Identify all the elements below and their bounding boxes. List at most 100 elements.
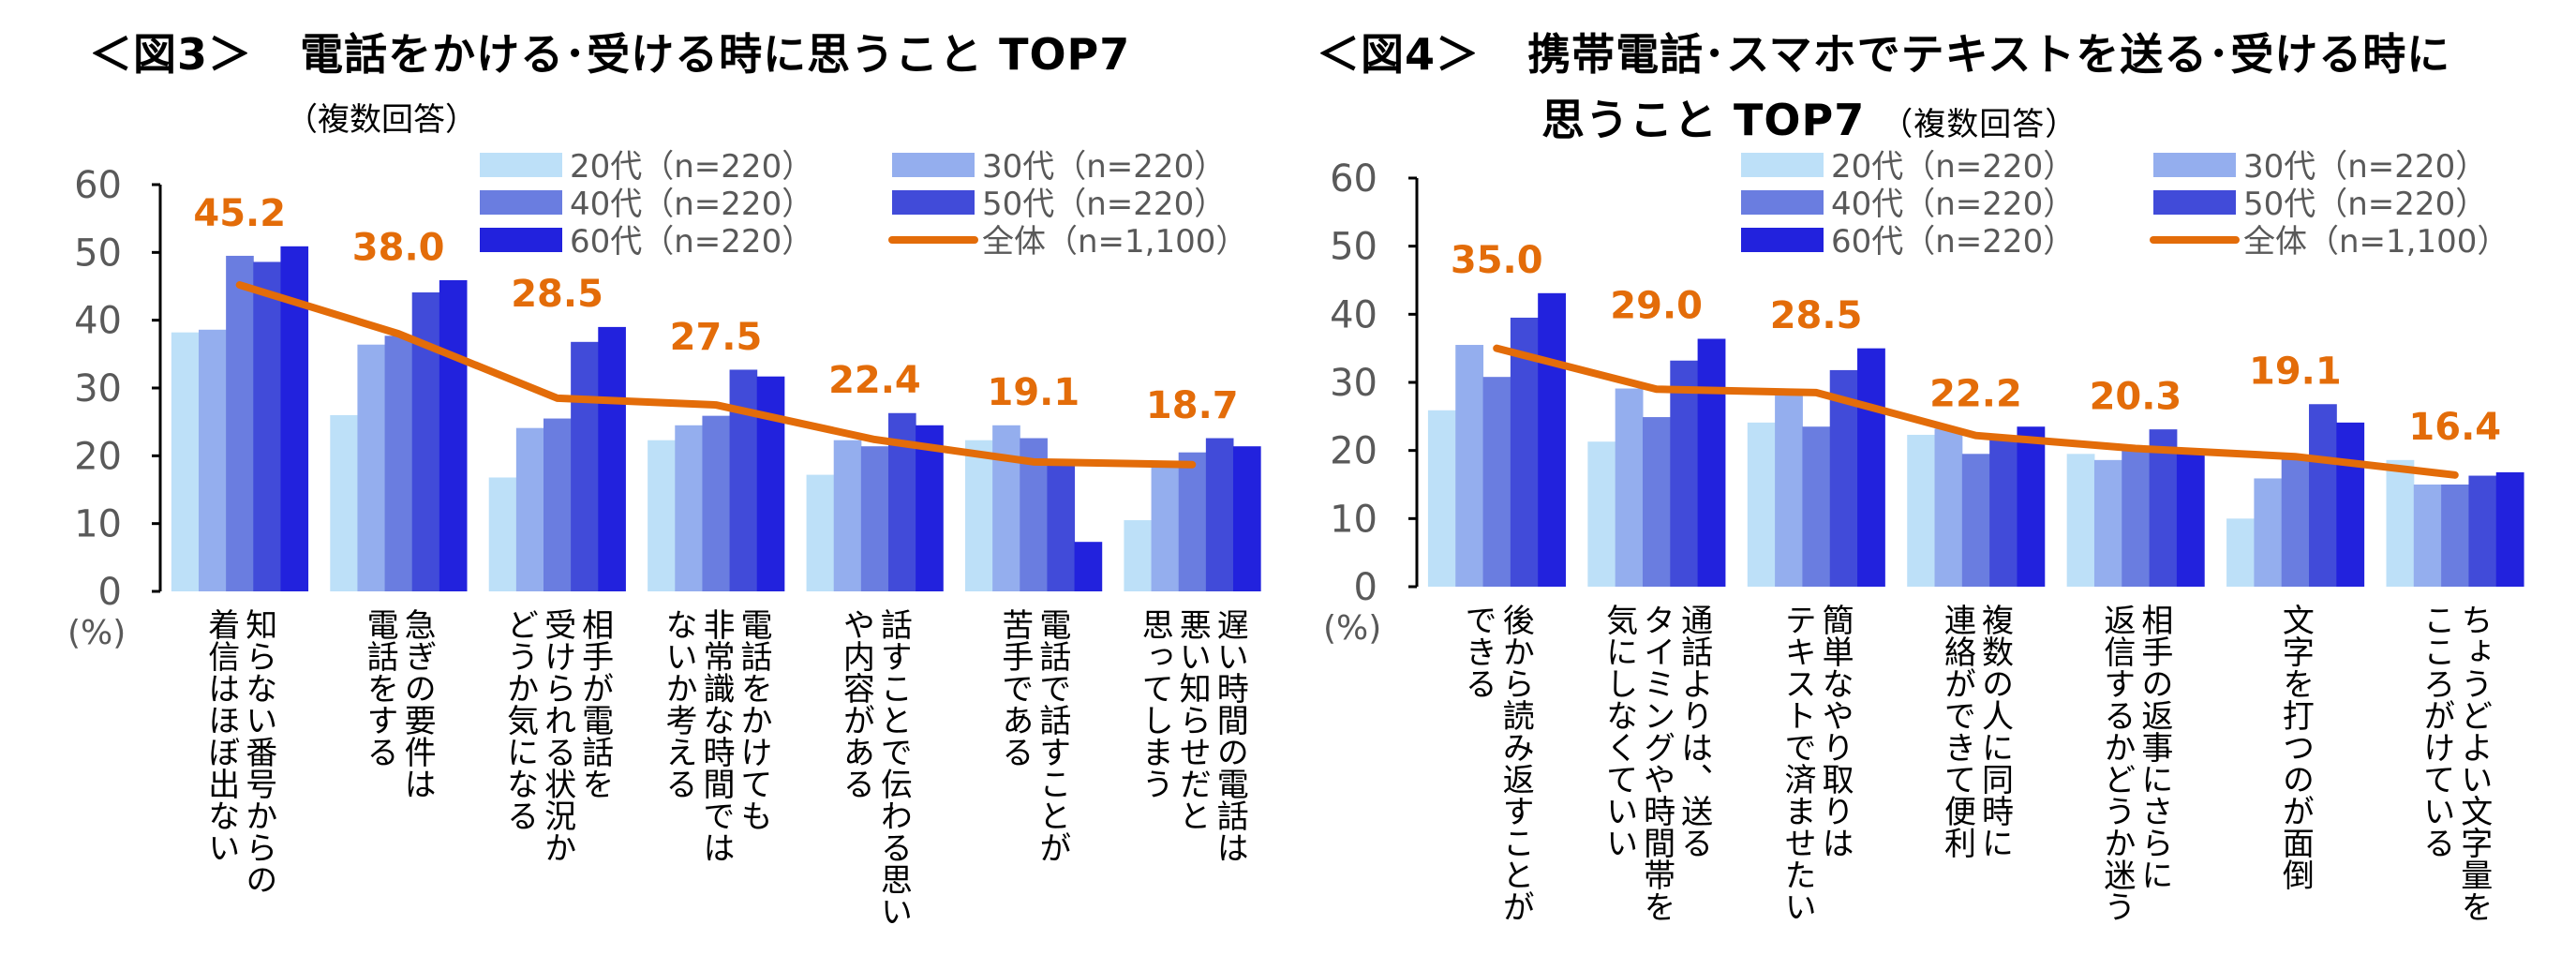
category-label-line: 複数の人に同時に bbox=[1975, 604, 2014, 858]
chart4-bar-30s bbox=[1455, 345, 1484, 587]
chart4-legend-label: 50代（n=220） bbox=[2243, 186, 2487, 223]
chart3-category-label: 話すことで伝わる思い や内容がある bbox=[837, 608, 912, 927]
chart3-bar-60s bbox=[439, 279, 468, 591]
chart4-category-label: 通話よりは、送る タイミングや時間帯を 気にしなくていい bbox=[1601, 604, 1713, 922]
chart3-category-label: 相手が電話を 受けられる状況か どうか気になる bbox=[501, 608, 614, 863]
chart3-y-tick-label: 10 bbox=[74, 503, 122, 546]
chart4-bar-50s bbox=[1670, 360, 1699, 587]
chart3-title-number: ＜図3＞ bbox=[89, 29, 253, 80]
category-label-line: 返信するかどうか迷う bbox=[2097, 604, 2136, 922]
chart3-legend-label: 60代（n=220） bbox=[570, 223, 813, 261]
chart4-legend-swatch bbox=[1741, 153, 1824, 177]
chart3-legend-label: 40代（n=220） bbox=[570, 186, 813, 223]
category-label-line: 受けられる状況か bbox=[538, 608, 576, 863]
chart4-total-data-label: 28.5 bbox=[1770, 294, 1863, 337]
category-label-line: 知らない番号からの bbox=[239, 608, 277, 895]
chart3-bar-40s bbox=[1178, 452, 1207, 591]
chart4-bar-40s bbox=[1482, 377, 1511, 587]
chart3-bar-20s bbox=[806, 474, 835, 591]
chart3-bar-20s bbox=[1124, 520, 1153, 591]
chart4-title-text: 携帯電話･スマホでテキストを送る･受ける時に bbox=[1527, 29, 2451, 80]
category-label-line: できる bbox=[1459, 604, 1497, 699]
chart4-bar-30s bbox=[1615, 388, 1644, 587]
chart4-bar-60s bbox=[2336, 422, 2365, 587]
chart4-legend-label: 40代（n=220） bbox=[1831, 186, 2075, 223]
category-label-line: 遅い時間の電話は bbox=[1211, 608, 1249, 863]
chart3-total-data-label: 19.1 bbox=[988, 371, 1080, 414]
chart4-bar-20s bbox=[1747, 422, 1776, 587]
category-label-line: 相手が電話を bbox=[575, 608, 614, 799]
chart3-bar-20s bbox=[648, 440, 676, 591]
chart4-y-tick-label: 30 bbox=[1330, 362, 1377, 405]
chart3-legend-swatch bbox=[480, 228, 562, 252]
chart3-bar-20s bbox=[330, 414, 358, 591]
chart4-title: ＜図4＞ 携帯電話･スマホでテキストを送る･受ける時に bbox=[1317, 21, 2450, 82]
chart4-category-label: 簡単なやり取りは テキストで済ませたい bbox=[1779, 604, 1854, 922]
category-label-line: 通話よりは、送る bbox=[1675, 604, 1713, 858]
chart3-title: ＜図3＞ 電話をかける･受ける時に思うこと TOP7 bbox=[89, 21, 1130, 82]
chart3-bar-50s bbox=[1047, 465, 1076, 591]
chart3-category-label: 急ぎの要件は 電話をする bbox=[361, 608, 436, 799]
chart4-total-data-label: 29.0 bbox=[1610, 285, 1703, 328]
chart4-category-label: 相手の返事にさらに 返信するかどうか迷う bbox=[2098, 604, 2173, 922]
chart4-bar-60s bbox=[2176, 450, 2205, 587]
chart3-legend-swatch bbox=[480, 153, 562, 177]
chart4-bar-40s bbox=[1642, 417, 1671, 587]
chart3-bar-20s bbox=[488, 477, 517, 591]
chart4-y-tick-label: 60 bbox=[1330, 157, 1377, 201]
chart4-bar-40s bbox=[1961, 454, 1990, 587]
chart4-total-data-label: 19.1 bbox=[2249, 350, 2342, 393]
chart4-bar-20s bbox=[2386, 459, 2415, 587]
chart4-y-tick-label: 40 bbox=[1330, 293, 1377, 336]
chart4-y-tick-label: 10 bbox=[1330, 498, 1377, 541]
chart3-y-tick-label: 40 bbox=[74, 300, 122, 343]
chart3-y-tick-label: 0 bbox=[98, 571, 122, 614]
chart3-bar-40s bbox=[543, 418, 572, 591]
category-label-line: 悪い知らせだと bbox=[1173, 608, 1212, 831]
category-label-line: 簡単なやり取りは bbox=[1816, 604, 1854, 858]
category-label-line: テキストで済ませたい bbox=[1779, 604, 1817, 922]
chart4-bar-40s bbox=[2122, 450, 2151, 587]
chart3-bar-60s bbox=[1232, 446, 1261, 591]
chart4-bar-20s bbox=[2066, 454, 2095, 587]
chart4-legend-swatch bbox=[2153, 190, 2236, 215]
chart3-legend-label: 全体（n=1,100） bbox=[982, 223, 1247, 261]
chart3-bar-30s bbox=[1151, 465, 1180, 591]
chart4-title-line2: 思うこと TOP7 （複数回答） bbox=[1541, 86, 2077, 148]
chart4-bar-50s bbox=[1510, 317, 1539, 587]
chart3-category-label: 電話をかけても 非常識な時間では ないか考える bbox=[660, 608, 772, 863]
chart4-legend-swatch bbox=[2153, 153, 2236, 177]
chart4-category-label: 後から読み返すことが できる bbox=[1459, 604, 1534, 922]
chart3-bar-50s bbox=[729, 369, 758, 591]
category-label-line: 相手の返事にさらに bbox=[2135, 604, 2173, 890]
category-label-line: 急ぎの要件は bbox=[398, 608, 437, 799]
chart4-total-data-label: 22.2 bbox=[1929, 372, 2022, 415]
chart3-bar-50s bbox=[253, 261, 281, 591]
chart3-total-line bbox=[235, 281, 1197, 469]
chart3-total-data-label: 28.5 bbox=[511, 273, 603, 316]
category-label-line: 連絡ができて便利 bbox=[1938, 604, 1976, 858]
chart4-total-data-label: 16.4 bbox=[2408, 406, 2501, 449]
chart3-legend-label: 50代（n=220） bbox=[982, 186, 1226, 223]
chart3-total-data-label: 45.2 bbox=[193, 192, 286, 235]
chart3-bar-20s bbox=[965, 440, 993, 591]
chart3-bar-40s bbox=[702, 415, 731, 591]
chart3-bar-30s bbox=[515, 427, 544, 591]
chart3-total-data-label: 27.5 bbox=[670, 316, 763, 359]
chart4-title-number: ＜図4＞ bbox=[1317, 29, 1481, 80]
chart3-bar-30s bbox=[992, 425, 1020, 591]
category-label-line: 話すことで伝わる思い bbox=[874, 608, 913, 927]
chart4-bar-30s bbox=[2093, 459, 2122, 587]
category-label-line: 非常識な時間では bbox=[697, 608, 735, 863]
category-label-line: 電話で話すことが bbox=[1033, 608, 1071, 863]
chart3-bar-30s bbox=[833, 440, 862, 591]
chart4-category-label: 複数の人に同時に 連絡ができて便利 bbox=[1939, 604, 2014, 858]
chart3-legend-label: 30代（n=220） bbox=[982, 148, 1226, 186]
chart4-y-unit: (%) bbox=[1323, 609, 1382, 648]
chart3-bar-30s bbox=[675, 425, 703, 591]
chart3-bar-30s bbox=[199, 329, 227, 591]
chart3-y-tick-label: 20 bbox=[74, 435, 122, 478]
chart3-bar-50s bbox=[571, 341, 599, 591]
chart4-bar-50s bbox=[2149, 429, 2178, 587]
